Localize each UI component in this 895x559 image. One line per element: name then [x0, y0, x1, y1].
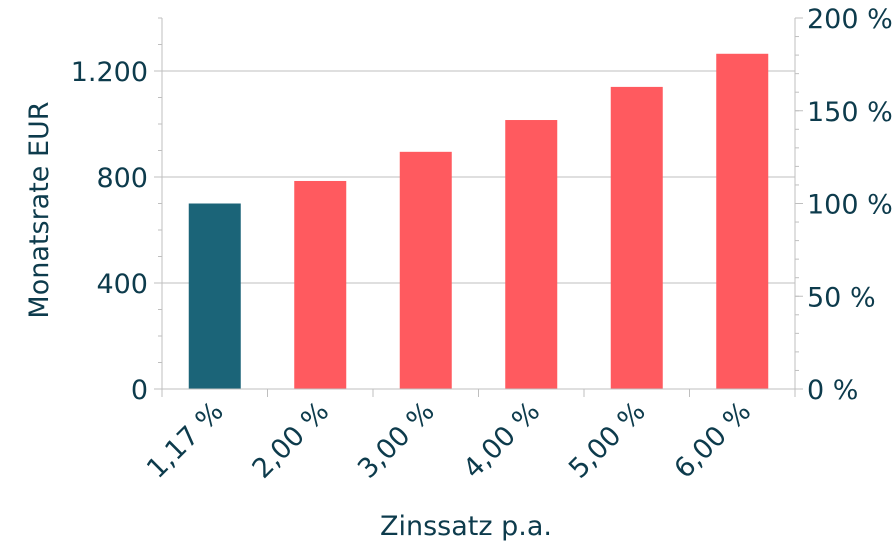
y-tick-label: 0: [131, 375, 148, 406]
axes: [154, 18, 803, 395]
x-tick-label: 5,00 %: [563, 396, 652, 485]
y2-tick-label: 150 %: [807, 97, 893, 128]
bar: [294, 180, 347, 389]
x-tick-label: 6,00 %: [669, 396, 758, 485]
secondary-y-axis-ticks: 0 % 50 % 100 % 150 % 200 %: [795, 4, 893, 406]
x-tick-label: 1,17 %: [141, 396, 230, 485]
y-axis-ticks: 0 400 800 1.200: [71, 17, 162, 406]
x-axis-ticks: 1,17 % 2,00 % 3,00 % 4,00 % 5,00 % 6,00 %: [141, 389, 796, 485]
y2-tick-label: 0 %: [807, 375, 858, 406]
x-axis-title: Zinssatz p.a.: [380, 511, 552, 542]
y2-tick-label: 100 %: [807, 190, 893, 221]
y-tick-label: 400: [96, 269, 148, 300]
bar-group: [188, 53, 769, 390]
y2-tick-label: 200 %: [807, 4, 893, 35]
grid-lines: [162, 70, 795, 284]
x-tick-label: 3,00 %: [352, 396, 441, 485]
y-tick-label: 800: [96, 163, 148, 194]
bar: [610, 86, 663, 390]
y-axis-title: Monatsrate EUR: [24, 101, 55, 318]
bar: [188, 203, 241, 389]
bar: [399, 151, 452, 389]
y-tick-label: 1.200: [71, 57, 148, 88]
bar: [505, 120, 558, 390]
x-tick-label: 4,00 %: [458, 396, 547, 485]
bar: [716, 53, 769, 390]
x-tick-label: 2,00 %: [247, 396, 336, 485]
y2-tick-label: 50 %: [807, 282, 876, 313]
